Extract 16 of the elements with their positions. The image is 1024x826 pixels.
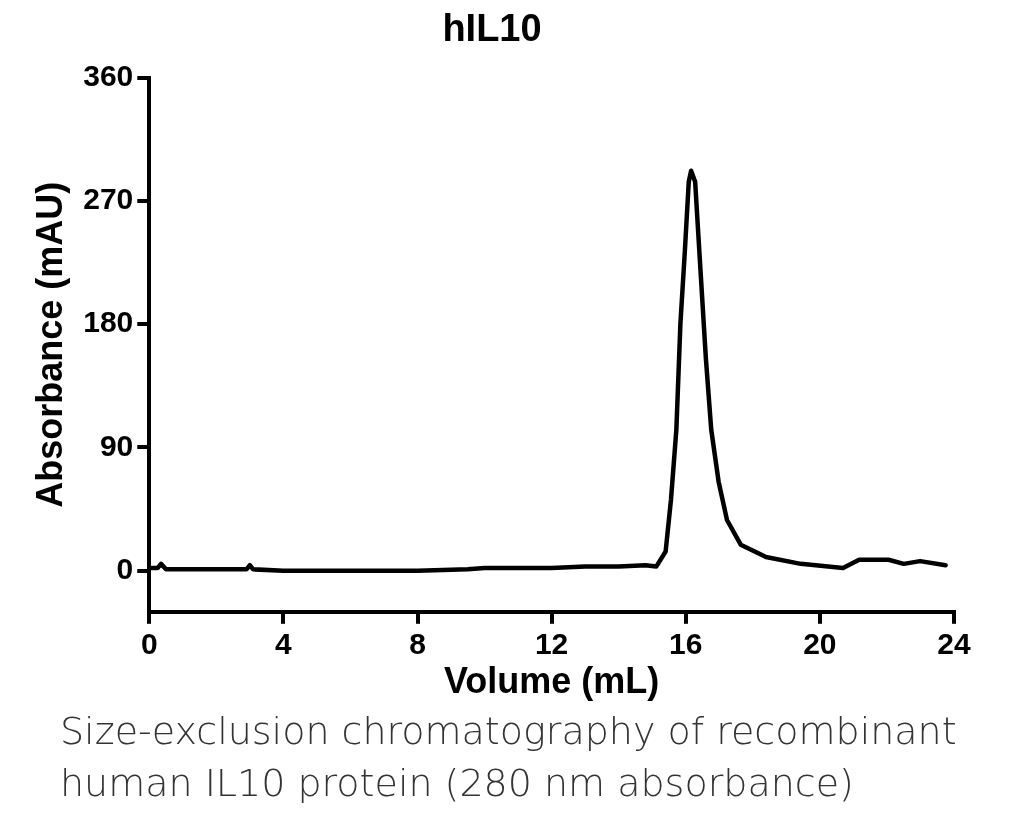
y-tick-label: 0: [116, 551, 134, 585]
y-axis-title: Absorbance (mAU): [28, 181, 70, 508]
x-tick-label: 8: [409, 627, 426, 661]
x-tick-label: 24: [937, 627, 971, 661]
chart-title: hIL10: [442, 7, 542, 50]
x-tick-label: 4: [275, 627, 293, 661]
x-tick-label: 12: [534, 627, 569, 661]
x-tick-label: 16: [669, 627, 703, 661]
x-tick-label: 20: [803, 627, 837, 661]
y-tick-label: 180: [83, 305, 134, 339]
y-tick-label: 90: [99, 428, 134, 462]
y-tick-label: 360: [83, 58, 134, 92]
y-tick-label: 270: [83, 182, 134, 216]
x-tick-label: 0: [140, 627, 158, 661]
x-axis-title: Volume (mL): [443, 660, 660, 702]
text: Size-exclusion chromatography of recombinant human IL10 protein (280 nm absorbance): [60, 708, 958, 807]
